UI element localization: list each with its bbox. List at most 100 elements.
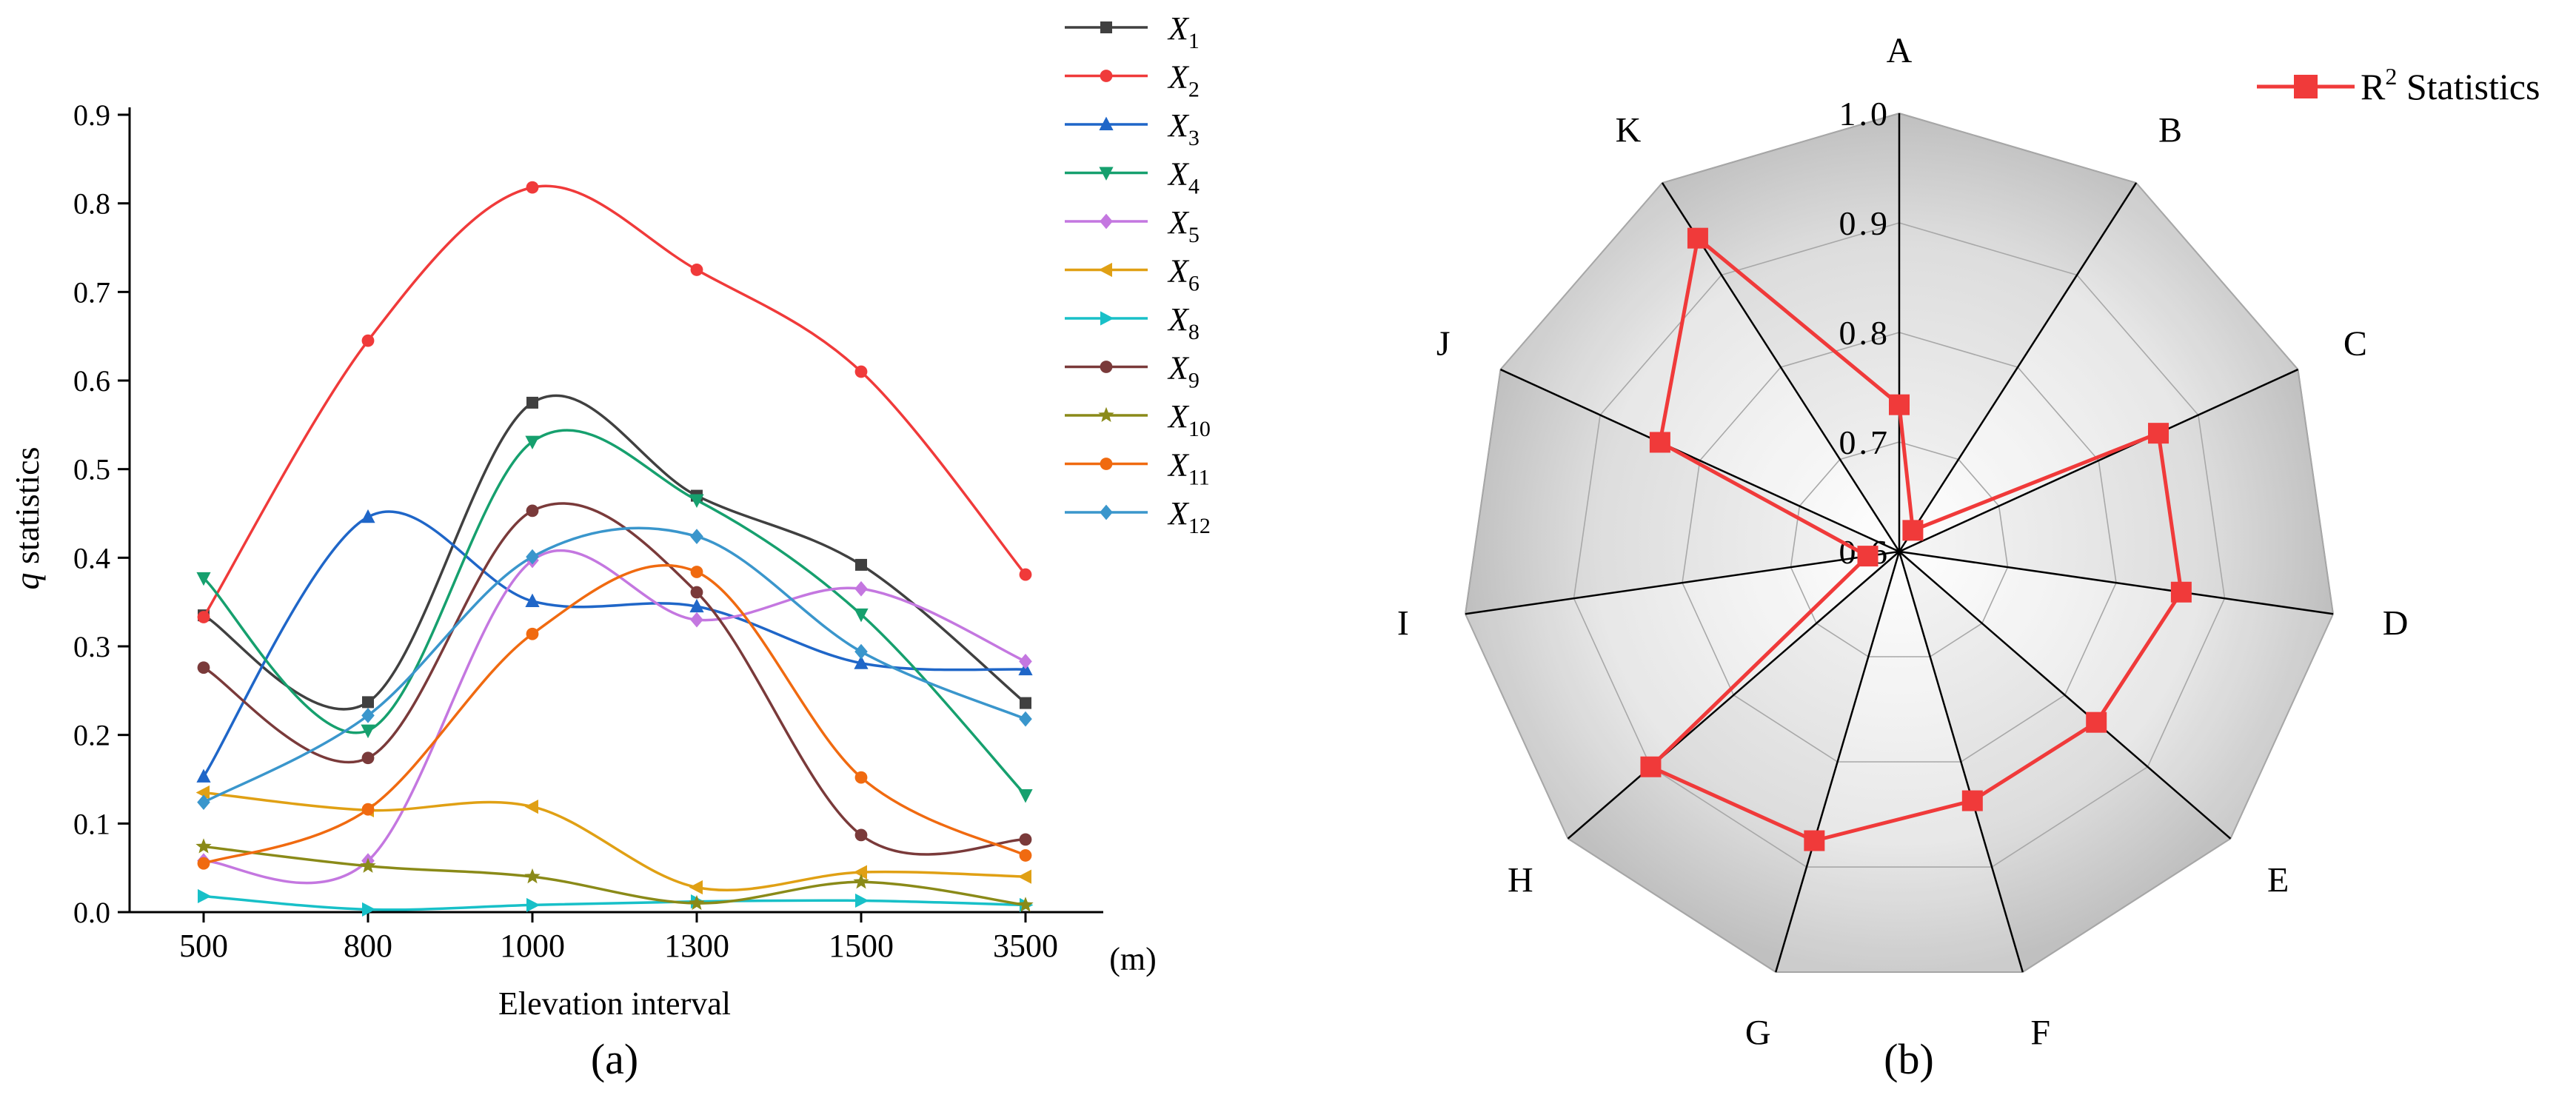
radar-spoke xyxy=(1499,368,1900,553)
data-point xyxy=(689,598,704,613)
panel-b-label: (b) xyxy=(1884,1035,1934,1083)
radar-wedge xyxy=(1500,182,1899,552)
y-axis-label: q statistics xyxy=(8,447,46,590)
y-tick-label: 0.1 xyxy=(73,807,110,840)
legend-entry: X1 xyxy=(1065,10,1200,53)
legend-label: X5 xyxy=(1167,204,1200,247)
legend-label: X11 xyxy=(1167,447,1210,490)
legend-entry: X8 xyxy=(1065,301,1200,344)
legend-label: X12 xyxy=(1167,495,1211,538)
series-line xyxy=(203,394,1027,711)
legend-label: X8 xyxy=(1167,301,1200,344)
legend-marker xyxy=(1099,167,1114,181)
line-chart-panel: 0.00.10.20.30.40.50.60.70.80.9 500 800 100… xyxy=(8,10,1211,1083)
legend-entry: X5 xyxy=(1065,204,1200,247)
data-point xyxy=(525,435,540,449)
legend-label-sub: 10 xyxy=(1188,417,1211,441)
x-tick-label: 1000 xyxy=(500,928,565,964)
radar-data-point xyxy=(1961,790,1983,811)
radar-data-point xyxy=(1649,432,1670,453)
data-point xyxy=(362,902,376,917)
radar-legend-label: R2 Statistics xyxy=(2361,63,2540,107)
legend-label-main: X xyxy=(1167,10,1190,47)
data-point xyxy=(854,643,868,660)
line-series-x11 xyxy=(197,563,1032,870)
legend-marker xyxy=(1100,458,1113,470)
data-point xyxy=(853,874,869,889)
radar-spoke xyxy=(1898,550,2334,615)
data-point xyxy=(1020,697,1031,709)
series-line xyxy=(203,563,1026,865)
radar-data-point xyxy=(1804,830,1825,851)
data-point xyxy=(690,586,703,599)
radar-spoke xyxy=(1465,550,1900,615)
radar-tick-label: 0.7 xyxy=(1839,423,1891,461)
line-series-x3 xyxy=(196,509,1033,783)
line-series-x10 xyxy=(195,838,1034,912)
radar-category-c: C xyxy=(2344,324,2367,364)
y-tick-label: 0.3 xyxy=(73,630,110,663)
radar-data-point xyxy=(2170,581,2192,603)
legend-label-main: X xyxy=(1167,350,1190,386)
legend-label-sub: 9 xyxy=(1188,369,1200,393)
legend-entry: X6 xyxy=(1065,253,1200,296)
y-axis-ticks: 0.0 0.1 0.2 0.3 0.4 0.5 0.6 0.7 0.8 0.9 xyxy=(73,98,130,929)
x-axis-label: Elevation interval xyxy=(498,985,731,1022)
data-point xyxy=(1019,833,1032,846)
radar-grid-ring xyxy=(1465,113,2334,973)
data-point xyxy=(361,707,375,723)
radar-legend-text: R xyxy=(2361,66,2386,107)
radar-spoke xyxy=(1898,551,2232,840)
legend-label: X6 xyxy=(1167,253,1200,296)
radar-category-d: D xyxy=(2383,603,2409,643)
data-point xyxy=(855,558,867,571)
radar-legend: R2 Statistics xyxy=(2257,63,2540,107)
radar-category-i: I xyxy=(1397,603,1409,643)
data-point xyxy=(690,566,703,578)
line-series-x4 xyxy=(196,429,1033,803)
series-line xyxy=(203,894,1026,911)
data-point xyxy=(1019,849,1032,862)
radar-category-g: G xyxy=(1745,1014,1771,1053)
data-point xyxy=(1017,869,1031,884)
x-axis-ticks: 500 800 1000 1300 1500 3500 xyxy=(179,912,1058,964)
legend-label-main: X xyxy=(1167,107,1190,144)
radar-category-h: H xyxy=(1508,860,1533,900)
legend-label-sub: 12 xyxy=(1188,514,1211,538)
series-line xyxy=(203,791,1026,892)
data-point xyxy=(360,857,376,873)
data-point xyxy=(1017,897,1034,912)
data-point xyxy=(198,888,212,904)
data-point xyxy=(854,580,868,597)
legend-entry: X10 xyxy=(1065,398,1211,441)
y-tick-label: 0.7 xyxy=(73,275,110,309)
radar-tick-label: 1.0 xyxy=(1839,95,1891,133)
radar-data-point xyxy=(1640,756,1662,777)
data-point xyxy=(196,768,211,783)
radar-spoke xyxy=(1898,182,2138,552)
legend-label-sub: 2 xyxy=(1188,78,1200,102)
line-series-group xyxy=(195,181,1034,917)
legend-entry: X2 xyxy=(1065,59,1200,102)
data-point xyxy=(195,785,210,800)
data-point xyxy=(197,611,210,623)
line-series-x2 xyxy=(197,181,1032,623)
radar-spoke xyxy=(1567,551,1900,840)
legend-label: X10 xyxy=(1167,398,1211,441)
data-point xyxy=(361,334,375,347)
legend-label-main: X xyxy=(1167,204,1190,241)
data-point xyxy=(854,608,869,623)
data-point xyxy=(854,771,868,784)
data-point xyxy=(526,504,539,518)
legend-marker xyxy=(1098,406,1114,423)
y-tick-label: 0.0 xyxy=(73,896,110,929)
data-point xyxy=(855,893,869,908)
data-point xyxy=(361,803,375,816)
legend-label: X4 xyxy=(1167,156,1200,199)
line-series-x6 xyxy=(195,785,1031,895)
radar-web xyxy=(1464,112,2335,974)
x-tick-label: 500 xyxy=(179,928,228,964)
data-point xyxy=(361,751,375,765)
